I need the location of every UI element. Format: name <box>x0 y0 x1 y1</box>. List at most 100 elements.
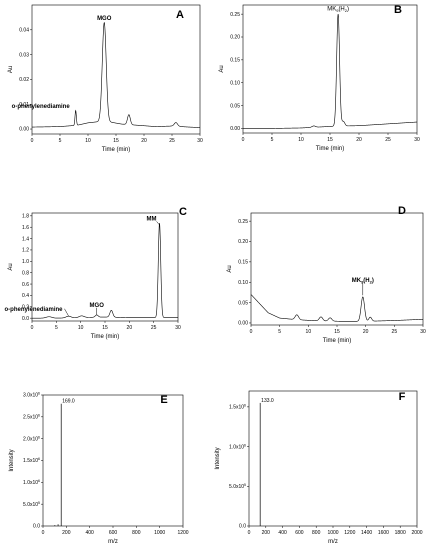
x-tick-label: 25 <box>151 325 157 331</box>
panel-label-f: F <box>399 391 406 403</box>
y-tick-label: 1.0x106 <box>23 479 40 486</box>
annotation-subscript: 9 <box>336 8 339 13</box>
chromatogram-trace <box>243 14 418 129</box>
y-tick-exponent: 6 <box>244 404 246 408</box>
y-tick-exponent: 6 <box>244 443 246 447</box>
x-axis-label: Time (min) <box>91 334 119 340</box>
chart-panel-e: 0 200 400 600 800 1000 1200 0.0 5.0x105 1.0x106 1.… <box>9 392 189 545</box>
x-tick-label: 10 <box>78 325 84 331</box>
y-tick-label: 0.01 <box>19 102 29 108</box>
x-tick-label: 30 <box>175 325 181 331</box>
y-axis-label: Au <box>227 265 233 272</box>
x-tick-label: 30 <box>414 137 420 143</box>
y-tick-exponent: 6 <box>38 457 40 461</box>
x-tick-label: 1600 <box>378 530 389 536</box>
chart-panel-b: 0 5 10 15 20 25 30 0.00 0.05 0.10 0.15 0.20 0.25 Time… <box>219 4 420 152</box>
x-tick-label: 0 <box>31 138 34 144</box>
y-tick-label: 2.0x106 <box>23 435 40 442</box>
chromatogram-trace <box>32 21 201 128</box>
chart-panel-d: 0 5 10 15 20 25 30 0.00 0.05 0.10 0.15 0.20 0.25 Time… <box>227 205 426 344</box>
y-tick-label: 1.5x106 <box>23 457 40 464</box>
y-tick-label: 0.05 <box>238 300 248 306</box>
y-tick-label: 0.03 <box>19 52 29 58</box>
y-tick-label: 0.20 <box>238 239 248 245</box>
annotation-subscript: 9 <box>361 280 364 285</box>
y-tick-label: 0.25 <box>230 12 240 18</box>
x-tick-label: 30 <box>197 138 203 144</box>
x-tick-label: 200 <box>62 530 71 536</box>
y-axis-label: Intensity <box>9 449 15 471</box>
y-tick-label: 0.00 <box>19 127 29 133</box>
x-tick-label: 1400 <box>361 530 372 536</box>
y-tick-label: 5.0x105 <box>23 501 40 508</box>
x-axis-label: m/z <box>328 539 338 545</box>
chart-panel-f: 0 200 400 600 800 1000 1200 1400 1600 1800 2000 0.0… <box>215 390 423 545</box>
x-tick-label: 1200 <box>344 530 355 536</box>
y-tick-label: 1.4 <box>22 236 29 242</box>
y-tick-label: 1.8 <box>22 214 29 220</box>
x-tick-label: 600 <box>109 530 118 536</box>
peak-annotation: o-phenylenediamine <box>4 307 63 313</box>
y-tick-label: 0.10 <box>238 280 248 286</box>
x-tick-label: 2000 <box>411 530 422 536</box>
y-tick-label: 0.4 <box>22 293 29 299</box>
x-tick-label: 5 <box>271 137 274 143</box>
x-tick-label: 20 <box>356 137 362 143</box>
annotation-arrow <box>156 221 160 226</box>
y-tick-label: 0.0 <box>22 316 29 322</box>
y-tick-label: 0.15 <box>230 58 240 64</box>
panel-label-e: E <box>160 394 167 406</box>
peak-annotation: MK9(H2) <box>327 6 349 13</box>
y-tick-label: 1.6 <box>22 225 29 231</box>
annotation-arrow <box>64 308 69 317</box>
x-tick-label: 0 <box>250 329 253 335</box>
y-tick-label: 0.15 <box>238 260 248 266</box>
x-axis-label: m/z <box>108 539 118 545</box>
panel-label-c: C <box>179 206 187 218</box>
plot-frame <box>31 4 201 135</box>
y-tick-label: 0.25 <box>238 219 248 225</box>
annotation-subscript: 2 <box>345 8 348 13</box>
x-tick-label: 1000 <box>327 530 338 536</box>
y-tick-exponent: 5 <box>38 501 40 505</box>
y-tick-label: 1.5x106 <box>229 404 246 411</box>
x-tick-label: 800 <box>132 530 141 536</box>
x-tick-label: 10 <box>298 137 304 143</box>
y-axis-label: Intensity <box>215 447 221 469</box>
y-tick-label: 0.00 <box>230 126 240 132</box>
x-tick-label: 15 <box>334 329 340 335</box>
x-tick-label: 5 <box>59 138 62 144</box>
peak-mz-label: 133.0 <box>261 398 274 404</box>
plot-frame <box>250 212 424 326</box>
y-tick-label: 0.0 <box>239 524 246 530</box>
x-tick-label: 600 <box>295 530 304 536</box>
x-tick-label: 200 <box>262 530 271 536</box>
x-tick-label: 0 <box>31 325 34 331</box>
panel-label-b: B <box>394 4 402 16</box>
x-tick-label: 0 <box>242 137 245 143</box>
x-tick-label: 0 <box>248 530 251 536</box>
x-tick-label: 15 <box>113 138 119 144</box>
x-axis-label: Time (min) <box>102 147 130 153</box>
x-tick-label: 0 <box>42 530 45 536</box>
chromatogram-trace <box>32 223 178 319</box>
panel-label-a: A <box>176 9 184 21</box>
plot-frame <box>242 4 418 134</box>
peak-mz-label: 169.0 <box>62 399 75 405</box>
y-tick-label: 2.5x106 <box>23 414 40 421</box>
y-tick-label: 0.00 <box>238 321 248 327</box>
x-tick-label: 10 <box>85 138 91 144</box>
y-tick-label: 3.0x106 <box>23 392 40 399</box>
peak-annotation: MGO <box>97 16 112 22</box>
chromatogram-trace <box>250 294 424 322</box>
x-tick-label: 5 <box>55 325 58 331</box>
peak-annotation: o-phenylenediamine <box>12 104 71 110</box>
y-tick-label: 1.0x106 <box>229 443 246 450</box>
x-tick-label: 15 <box>102 325 108 331</box>
plot-frame <box>248 390 418 527</box>
peak-annotation: MM <box>147 216 157 222</box>
x-tick-label: 1000 <box>154 530 165 536</box>
y-tick-exponent: 5 <box>244 483 246 487</box>
x-tick-label: 20 <box>127 325 133 331</box>
x-tick-label: 800 <box>312 530 321 536</box>
